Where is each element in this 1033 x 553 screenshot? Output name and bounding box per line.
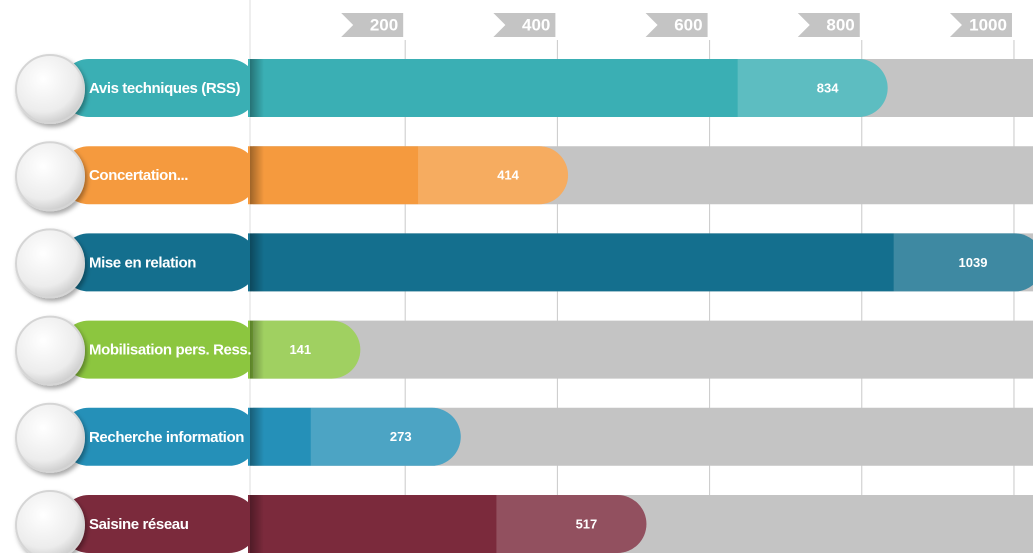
bar: [248, 233, 1033, 292]
axis-shadow: [250, 320, 264, 379]
category-label: Recherche information: [89, 429, 244, 446]
axis-shadow: [250, 59, 264, 117]
bar-cap: [310, 407, 461, 466]
value-label: 141: [289, 342, 311, 357]
x-tick-label: 400: [522, 15, 550, 34]
tick-tag: [493, 13, 556, 37]
value-label: 273: [390, 429, 412, 444]
category-label: Mobilisation pers. Ress.: [89, 342, 251, 359]
x-tick-label: 200: [370, 15, 398, 34]
bar-cap: [893, 233, 1033, 292]
label-strip: [60, 407, 258, 466]
bar-cap: [418, 146, 569, 205]
bar: [248, 320, 361, 379]
knob: [15, 228, 85, 299]
value-label: 1039: [959, 255, 988, 270]
bar-track: [253, 320, 1033, 379]
x-tick-label: 600: [674, 15, 702, 34]
knob: [15, 54, 85, 124]
bar: [248, 495, 647, 553]
x-tick-label: 800: [826, 15, 854, 34]
value-label: 414: [497, 168, 519, 183]
knob: [15, 315, 85, 386]
bar: [248, 407, 461, 466]
bar: [248, 59, 888, 117]
value-label: 834: [817, 80, 839, 95]
bar-cap: [253, 320, 361, 379]
axis-shadow: [250, 146, 264, 205]
axis-shadow: [250, 495, 264, 553]
category-label: Concertation...: [89, 167, 188, 184]
bar-cap: [496, 495, 647, 553]
tick-tag: [645, 13, 708, 37]
category-label: Saisine réseau: [89, 516, 189, 533]
label-strip: [60, 495, 258, 553]
bar: [248, 146, 569, 205]
value-label: 517: [576, 516, 598, 531]
tick-tag: [797, 13, 860, 37]
knob: [15, 402, 85, 473]
knob: [15, 490, 85, 553]
category-label: Avis techniques (RSS): [89, 80, 240, 97]
label-strip: [60, 233, 258, 292]
axis-shadow: [250, 233, 264, 292]
axis-shadow: [250, 407, 264, 466]
label-strip: [60, 320, 258, 379]
tick-tag: [949, 13, 1012, 37]
x-tick-label: 1000: [969, 15, 1007, 34]
bar-cap: [737, 59, 888, 117]
knob: [15, 141, 85, 212]
label-strip: [60, 59, 258, 117]
category-label: Mise en relation: [89, 254, 196, 271]
tick-tag: [341, 13, 404, 37]
label-strip: [60, 146, 258, 205]
